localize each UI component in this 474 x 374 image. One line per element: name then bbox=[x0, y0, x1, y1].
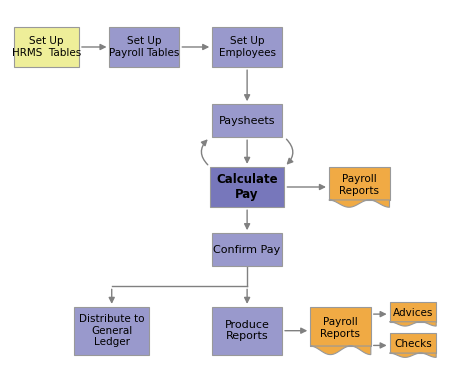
FancyBboxPatch shape bbox=[212, 27, 282, 67]
Text: Produce
Reports: Produce Reports bbox=[225, 320, 270, 341]
Text: Payroll
Reports: Payroll Reports bbox=[320, 317, 361, 339]
FancyBboxPatch shape bbox=[212, 307, 282, 355]
Polygon shape bbox=[329, 200, 390, 207]
FancyBboxPatch shape bbox=[390, 302, 436, 322]
Text: Distribute to
General
Ledger: Distribute to General Ledger bbox=[79, 314, 145, 347]
Text: Confirm Pay: Confirm Pay bbox=[213, 245, 281, 255]
FancyBboxPatch shape bbox=[210, 167, 284, 207]
Text: Advices: Advices bbox=[392, 308, 433, 318]
Text: Set Up
Employees: Set Up Employees bbox=[219, 36, 275, 58]
Text: Payroll
Reports: Payroll Reports bbox=[339, 174, 379, 196]
FancyBboxPatch shape bbox=[109, 27, 180, 67]
Text: Checks: Checks bbox=[394, 339, 432, 349]
Polygon shape bbox=[390, 322, 436, 326]
Text: Set Up
Payroll Tables: Set Up Payroll Tables bbox=[109, 36, 180, 58]
Text: Calculate
Pay: Calculate Pay bbox=[216, 173, 278, 201]
Polygon shape bbox=[390, 353, 436, 358]
Text: Set Up
HRMS  Tables: Set Up HRMS Tables bbox=[12, 36, 81, 58]
FancyBboxPatch shape bbox=[212, 104, 282, 137]
FancyBboxPatch shape bbox=[74, 307, 149, 355]
FancyBboxPatch shape bbox=[310, 307, 371, 346]
FancyBboxPatch shape bbox=[329, 167, 390, 200]
FancyBboxPatch shape bbox=[212, 233, 282, 266]
Polygon shape bbox=[310, 346, 371, 355]
FancyBboxPatch shape bbox=[390, 334, 436, 353]
FancyBboxPatch shape bbox=[14, 27, 79, 67]
Text: Paysheets: Paysheets bbox=[219, 116, 275, 126]
